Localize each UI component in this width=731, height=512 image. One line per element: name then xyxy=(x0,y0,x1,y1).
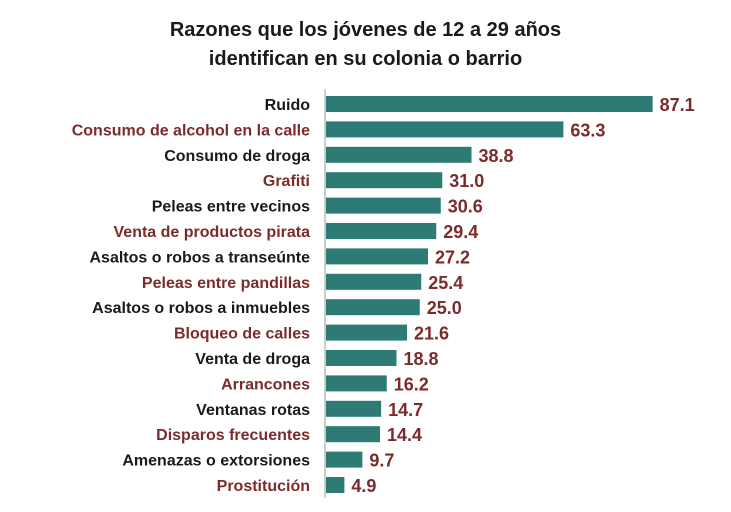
bar-13 xyxy=(326,400,382,417)
value-label-11: 18.8 xyxy=(404,349,439,369)
bar-2 xyxy=(326,121,564,138)
category-label-4: Grafiti xyxy=(263,173,310,190)
category-label-3: Consumo de droga xyxy=(164,148,310,165)
bar-11 xyxy=(326,350,397,366)
bar-9 xyxy=(326,299,420,316)
bar-6 xyxy=(326,223,437,239)
category-label-5: Peleas entre vecinos xyxy=(152,199,310,216)
bar-8 xyxy=(326,273,422,290)
category-label-7: Asaltos o robos a transeúnte xyxy=(90,249,311,266)
category-label-11: Venta de droga xyxy=(195,351,310,368)
value-label-9: 25.0 xyxy=(427,298,462,318)
category-label-14: Disparos frecuentes xyxy=(156,427,310,444)
bar-7 xyxy=(326,248,428,265)
value-label-4: 31.0 xyxy=(449,171,484,191)
chart-title-line-2: identifican en su colonia o barrio xyxy=(208,48,523,70)
chart-title-line-1: Razones que los jóvenes de 12 a 29 años xyxy=(169,19,562,41)
category-label-10: Bloqueo de calles xyxy=(174,326,310,343)
category-label-16: Prostitución xyxy=(217,478,310,495)
category-label-2: Consumo de alcohol en la calle xyxy=(72,122,310,139)
value-label-5: 30.6 xyxy=(448,197,483,217)
bar-15 xyxy=(326,451,363,468)
value-label-6: 29.4 xyxy=(443,222,478,242)
bar-1 xyxy=(326,96,653,112)
bar-5 xyxy=(326,197,441,214)
value-label-15: 9.7 xyxy=(369,451,394,471)
bar-10 xyxy=(326,324,407,341)
value-label-12: 16.2 xyxy=(394,374,429,394)
value-label-10: 21.6 xyxy=(414,324,449,344)
category-label-12: Arrancones xyxy=(221,376,310,393)
bar-4 xyxy=(326,172,443,189)
bar-3 xyxy=(326,146,472,163)
category-label-9: Asaltos o robos a inmuebles xyxy=(92,300,310,317)
value-label-3: 38.8 xyxy=(479,146,514,166)
bar-14 xyxy=(326,426,380,443)
value-label-8: 25.4 xyxy=(428,273,463,293)
value-label-2: 63.3 xyxy=(570,120,605,140)
bar-12 xyxy=(326,375,387,392)
category-label-8: Peleas entre pandillas xyxy=(142,275,310,292)
value-label-13: 14.7 xyxy=(388,400,423,420)
category-label-15: Amenazas o extorsiones xyxy=(122,453,310,470)
value-label-16: 4.9 xyxy=(351,476,376,496)
bar-16 xyxy=(326,477,345,493)
value-label-1: 87.1 xyxy=(660,95,695,115)
value-label-7: 27.2 xyxy=(435,247,470,267)
category-label-1: Ruido xyxy=(265,97,311,114)
category-label-6: Venta de productos pirata xyxy=(114,224,311,241)
value-label-14: 14.4 xyxy=(387,425,422,445)
category-label-13: Ventanas rotas xyxy=(196,402,310,419)
